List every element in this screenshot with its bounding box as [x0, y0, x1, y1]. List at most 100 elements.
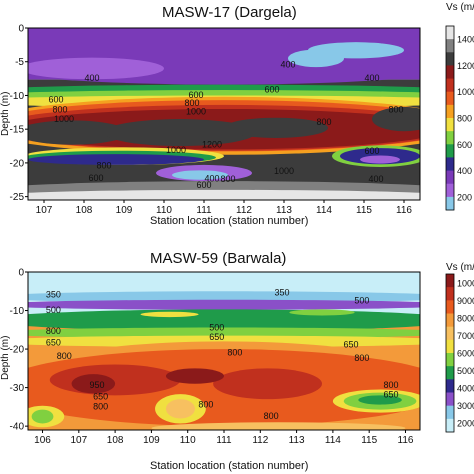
contour-label: 400 [204, 173, 219, 183]
x-axis-label-2: Station location (station number) [150, 460, 309, 472]
colorbar-label-2: Vs (m/s) [446, 262, 474, 273]
colorbar-swatch [446, 300, 454, 314]
colorbar-swatch [446, 339, 454, 354]
contour-label: 800 [354, 353, 369, 363]
contour-region [172, 170, 228, 180]
colorbar-tick-label: 600 [457, 140, 472, 150]
x-tick-label: 115 [356, 205, 372, 216]
contour-label: 400 [364, 73, 379, 83]
contour-label: 500 [354, 295, 369, 305]
contour-label: 500 [209, 322, 224, 332]
contour-label: 1000 [54, 114, 74, 124]
colorbar-tick-label: 3000 [457, 401, 474, 411]
contour-label: 950 [89, 380, 104, 390]
colorbar-tick-label: 1000 [457, 87, 474, 97]
colorbar-tick-label: 800 [457, 114, 472, 124]
contour-label: 800 [96, 161, 111, 171]
contour-region [165, 368, 224, 384]
y-tick-label: 0 [18, 268, 24, 279]
colorbar-tick-label: 2000 [457, 419, 474, 429]
colorbar-2: 1000 9000 8000 7000 6000 5000 4000 3000 2000 [445, 273, 474, 433]
contour-label: 600 [264, 84, 279, 94]
colorbar-1: 1400 1200 1000 800 600 400 200 [445, 25, 474, 211]
contour-region [28, 327, 420, 339]
colorbar-swatch [446, 78, 454, 93]
colorbar-swatch [446, 392, 454, 407]
colorbar-swatch [446, 104, 454, 119]
contour-label: 800 [184, 98, 199, 108]
colorbar-tick-label: 4000 [457, 384, 474, 394]
colorbar-swatch [446, 353, 454, 367]
contour-region [104, 119, 256, 147]
contour-label: 1000 [186, 107, 206, 117]
contour-label: 800 [227, 347, 242, 357]
x-tick-label: 108 [107, 435, 124, 446]
contour-label: 650 [209, 332, 224, 342]
x-tick-label: 114 [316, 205, 332, 216]
y-tick-label: -10 [10, 306, 25, 317]
x-tick-label: 113 [276, 205, 292, 216]
colorbar-swatch [446, 418, 454, 433]
contour-label: 800 [264, 411, 279, 421]
contour-label: 600 [88, 173, 103, 183]
colorbar-tick-label: 200 [457, 192, 472, 202]
contour-region [28, 299, 420, 310]
colorbar-tick-label: 9000 [457, 296, 474, 306]
contour-label: 650 [46, 338, 61, 348]
x-tick-label: 107 [36, 205, 53, 216]
colorbar-swatch [446, 170, 454, 185]
contour-region [308, 42, 404, 59]
contour-region [372, 106, 420, 132]
contour-region [71, 374, 116, 394]
x-tick-label: 111 [216, 435, 232, 446]
y-tick-label: -15 [10, 125, 25, 136]
colorbar-tick-label: 7000 [457, 331, 474, 341]
contour-region [224, 117, 328, 138]
contour-region [28, 189, 420, 200]
y-tick-label: -5 [15, 57, 24, 68]
chart-title-1: MASW-17 (Dargela) [162, 4, 297, 21]
y-tick-label: -20 [10, 158, 25, 169]
contour-label: 1000 [274, 166, 294, 176]
contour-label: 600 [48, 95, 63, 105]
colorbar-tick-label: 8000 [457, 313, 474, 323]
colorbar-swatch [446, 39, 454, 53]
colorbar-swatch [446, 131, 454, 145]
contour-label: 800 [220, 174, 235, 184]
colorbar-swatch [446, 118, 454, 132]
colorbar-swatch [446, 379, 454, 393]
contour-label: 800 [46, 326, 61, 336]
y-tick-label: -20 [10, 345, 25, 356]
contour-region [358, 395, 402, 405]
colorbar-swatch [446, 65, 454, 80]
contour-region [140, 311, 199, 318]
colorbar-tick-label: 1000 [457, 278, 474, 288]
contour-region [28, 291, 420, 303]
colorbar-tick-label: 400 [457, 166, 472, 176]
contour-label: 800 [93, 401, 108, 411]
colorbar-swatch [446, 183, 454, 198]
chart-title-2: MASW-59 (Barwala) [150, 250, 287, 267]
contour-fill-1 [28, 28, 420, 200]
x-axis-label-1: Station location (station number) [150, 215, 309, 227]
x-tick-label: 106 [34, 435, 51, 446]
contour-label: 400 [84, 73, 99, 83]
x-tick-label: 110 [180, 435, 196, 446]
y-tick-label: -25 [10, 192, 25, 203]
x-tick-label: 116 [398, 435, 414, 446]
x-tick-label: 108 [76, 205, 93, 216]
contour-region [151, 422, 406, 430]
x-tick-label: 110 [156, 205, 172, 216]
colorbar-swatch [446, 144, 454, 158]
colorbar-label-1: Vs (m/s) [446, 2, 474, 13]
colorbar-tick-label: 6000 [457, 349, 474, 359]
contour-label: 400 [368, 174, 383, 184]
contour-region [31, 409, 54, 424]
contour-label: 600 [364, 146, 379, 156]
contour-region [360, 155, 400, 164]
x-tick-label: 114 [325, 435, 341, 446]
x-tick-label: 107 [70, 435, 87, 446]
contour-label: 600 [196, 180, 211, 190]
contour-label: 800 [52, 105, 67, 115]
